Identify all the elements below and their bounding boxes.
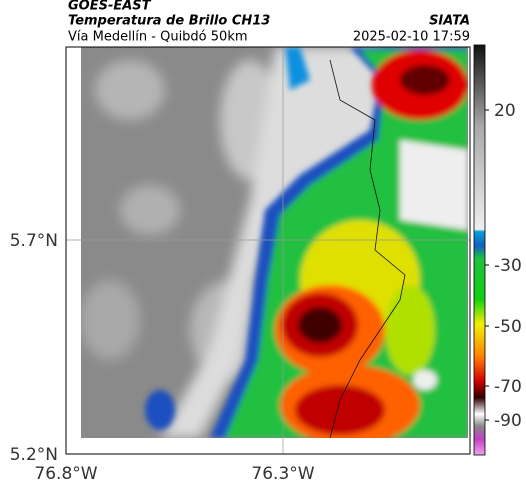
datetime: 2025-02-10 17:59 [353,30,470,45]
colorbar: 20 -30 -50 -70 -90 [473,44,522,456]
frame [65,46,471,455]
colorbar-label: -50 [494,317,522,337]
satellite: GOES-EAST [68,0,152,14]
route: Vía Medellín - Quibdó 50km [68,30,248,45]
lon-tick: 76.8°W [34,464,97,484]
colorbar-label: -70 [494,377,522,397]
satellite-image [81,47,468,438]
axes: 5.7°N 5.2°N 76.8°W 76.3°W [10,46,471,484]
product: Temperatura de Brillo CH13 [68,14,270,29]
header: GOES-EAST Temperatura de Brillo CH13 Vía… [68,0,470,45]
colorbar-label: -90 [494,411,522,431]
lat-tick: 5.7°N [10,231,58,251]
colorbar-label: 20 [494,101,516,121]
source: SIATA [429,14,470,29]
lon-tick: 76.3°W [251,464,314,484]
colorbar-label: -30 [494,256,522,276]
colorbar-scale [473,44,486,456]
lat-tick: 5.2°N [10,445,58,465]
